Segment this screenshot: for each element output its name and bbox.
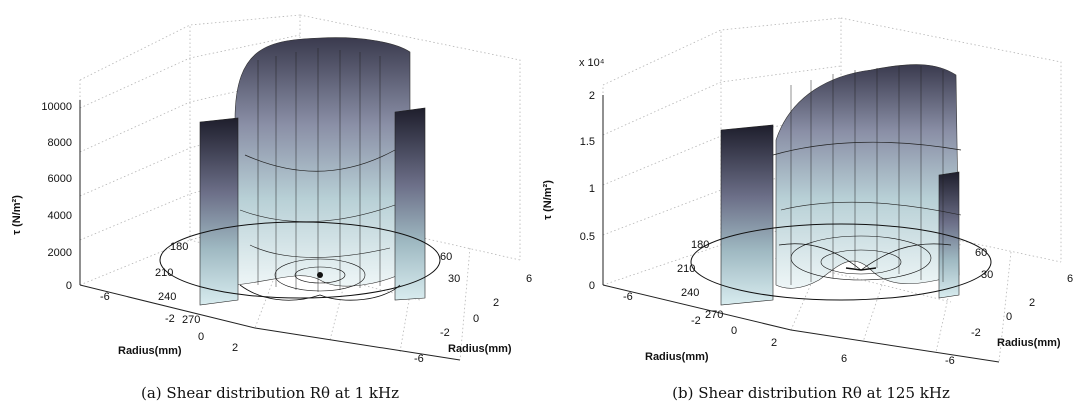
chart-b-caption: (b) Shear distribution Rθ at 125 kHz (672, 384, 950, 402)
chart-b-angle-label: 60 (975, 247, 987, 259)
chart-a-x-tick: -6 (100, 291, 110, 303)
chart-a-z-label: τ (N/m²) (11, 195, 23, 235)
chart-b-x-tick: -6 (623, 291, 633, 303)
chart-b-z-label: τ (N/m²) (542, 180, 554, 220)
chart-b-z-tick: 1.5 (580, 136, 595, 148)
chart-a-y-tick: 0 (473, 313, 479, 325)
chart-b-x-tick: 2 (771, 337, 777, 349)
chart-a-x-tick: 2 (232, 342, 238, 354)
chart-a-surface (159, 37, 441, 306)
chart-a-base-axis (79, 284, 461, 361)
chart-b-x-tick: -2 (691, 315, 701, 327)
chart-a-z-ticks: 0 2000 4000 6000 8000 10000 (41, 101, 72, 292)
chart-b-x-tick: 6 (841, 353, 847, 365)
chart-b-angle-label: 210 (677, 263, 695, 275)
chart-a-y-ticks: 6 2 0 -2 -6 (414, 273, 532, 365)
chart-b-z-tick: 0.5 (580, 231, 595, 243)
chart-a-z-tick: 8000 (48, 137, 72, 149)
chart-b-angle-label: 240 (681, 287, 699, 299)
chart-a-caption: (a) Shear distribution Rθ at 1 kHz (141, 384, 399, 402)
chart-b-z-multiplier: x 10⁴ (579, 57, 605, 69)
chart-a-x-tick: 0 (198, 331, 204, 343)
chart-a-angle-label: 240 (158, 291, 176, 303)
chart-a-angle-label: 180 (170, 241, 188, 253)
chart-a-svg: 0 2000 4000 6000 8000 10000 τ (N/m²) -6 … (11, 14, 532, 402)
chart-b-y-tick: 0 (1006, 311, 1012, 323)
chart-a-y-label: Radius(mm) (448, 343, 512, 355)
chart-b-y-tick: -6 (945, 355, 955, 367)
chart-a: 0 2000 4000 6000 8000 10000 τ (N/m²) -6 … (11, 14, 532, 402)
chart-a-x-ticks: -6 -2 0 2 (100, 291, 238, 354)
chart-b-y-tick: 2 (1029, 297, 1035, 309)
chart-b-x-ticks: -6 -2 0 2 6 (623, 291, 847, 365)
chart-b-surface (690, 64, 992, 306)
chart-a-angle-labels: 180 210 240 270 60 30 (155, 241, 460, 326)
chart-b: x 10⁴ 0 0.5 1 1.5 2 τ (N/m²) -6 -2 0 2 6… (541, 0, 1082, 408)
chart-a-y-tick: -2 (440, 327, 450, 339)
chart-a-x-tick: -2 (165, 313, 175, 325)
chart-b-z-tick: 2 (589, 90, 595, 102)
chart-b-y-tick: -2 (971, 327, 981, 339)
chart-b-z-tick: 0 (589, 280, 595, 292)
chart-b-angle-labels: 180 210 240 270 60 30 (677, 239, 993, 321)
chart-b-y-ticks: 6 2 0 -2 -6 (945, 273, 1073, 367)
chart-b-x-label: Radius(mm) (645, 351, 709, 363)
chart-a-angle-label: 210 (155, 267, 173, 279)
chart-b-angle-label: 30 (981, 269, 993, 281)
chart-b-x-tick: 0 (731, 325, 737, 337)
chart-b-z-ticks: 0 0.5 1 1.5 2 (580, 90, 595, 292)
chart-b-y-tick: 6 (1067, 273, 1073, 285)
chart-a-z-tick: 6000 (48, 173, 72, 185)
chart-a-z-tick: 2000 (48, 247, 72, 259)
chart-b-z-tick: 1 (589, 183, 595, 195)
chart-b-angle-label: 270 (705, 309, 723, 321)
chart-a-x-label: Radius(mm) (118, 345, 182, 357)
chart-a-angle-label: 30 (448, 273, 460, 285)
chart-b-svg: x 10⁴ 0 0.5 1 1.5 2 τ (N/m²) -6 -2 0 2 6… (542, 17, 1073, 402)
chart-a-y-tick: 6 (526, 273, 532, 285)
chart-a-y-tick: -6 (414, 353, 424, 365)
chart-a-z-tick: 10000 (41, 101, 72, 113)
chart-b-angle-label: 180 (691, 239, 709, 251)
chart-a-z-tick: 0 (66, 280, 72, 292)
chart-b-base-axis (602, 284, 1000, 363)
chart-a-z-tick: 4000 (48, 210, 72, 222)
chart-b-y-label: Radius(mm) (997, 337, 1061, 349)
chart-a-y-tick: 2 (493, 297, 499, 309)
chart-a-angle-label: 60 (440, 251, 452, 263)
chart-a-angle-label: 270 (182, 314, 200, 326)
